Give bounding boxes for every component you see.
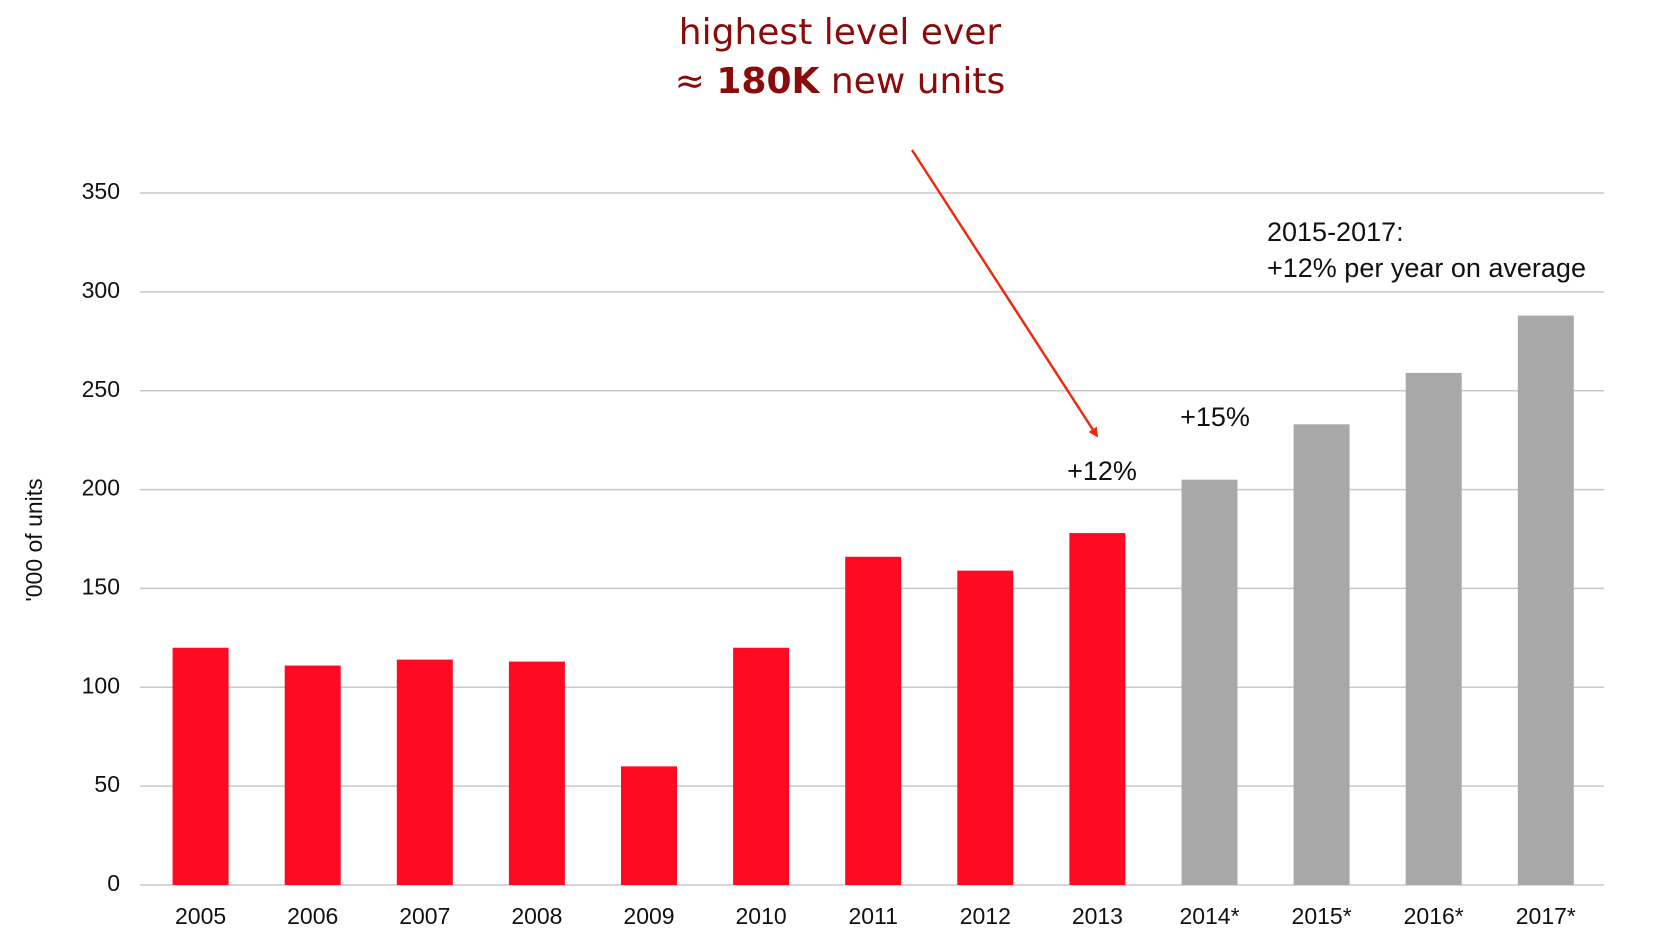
y-tick-label: 100 (82, 672, 120, 698)
y-axis-label: '000 of units (21, 478, 47, 601)
x-tick-label: 2012 (960, 903, 1011, 929)
x-tick-label: 2009 (623, 903, 674, 929)
bar (1181, 479, 1238, 885)
bar (1517, 315, 1574, 885)
annotation-forecast: +12% per year on average (1267, 253, 1586, 283)
bar (1405, 372, 1462, 885)
annotation-top: ≈ 180K new units (675, 61, 1005, 102)
annotation-top-part: 180K (716, 61, 820, 102)
bar (172, 647, 229, 885)
bar (957, 570, 1014, 885)
x-tick-label: 2011 (848, 903, 897, 929)
bar (733, 647, 790, 885)
x-tick-label: 2015* (1292, 903, 1352, 929)
bar (845, 556, 902, 885)
annotation-top: highest level ever (679, 12, 1002, 53)
bar (1293, 424, 1350, 885)
annotation-growth: +12% (1067, 456, 1137, 486)
y-tick-label: 250 (82, 376, 120, 402)
bar (1069, 533, 1126, 885)
x-tick-label: 2010 (736, 903, 787, 929)
x-tick-label: 2007 (399, 903, 450, 929)
x-tick-label: 2008 (511, 903, 562, 929)
annotation-top-part: new units (819, 61, 1005, 102)
annotation-arrow (910, 149, 1099, 438)
bar (284, 665, 341, 885)
bar (396, 659, 453, 885)
bar (621, 766, 677, 885)
annotation-growth: +15% (1180, 402, 1250, 432)
y-tick-label: 350 (82, 178, 120, 204)
y-tick-label: 0 (107, 870, 120, 896)
y-tick-label: 300 (82, 277, 120, 303)
x-tick-label: 2016* (1404, 903, 1464, 929)
x-tick-label: 2006 (287, 903, 338, 929)
x-tick-label: 2017* (1516, 903, 1576, 929)
annotation-top-part: ≈ (675, 61, 717, 102)
bar (508, 661, 565, 885)
y-tick-label: 50 (94, 771, 120, 797)
x-tick-label: 2013 (1072, 903, 1123, 929)
annotation-forecast: 2015-2017: (1267, 217, 1404, 247)
y-tick-label: 200 (82, 475, 120, 501)
x-tick-label: 2005 (175, 903, 226, 929)
x-tick-label: 2014* (1179, 903, 1239, 929)
y-tick-label: 150 (82, 574, 120, 600)
